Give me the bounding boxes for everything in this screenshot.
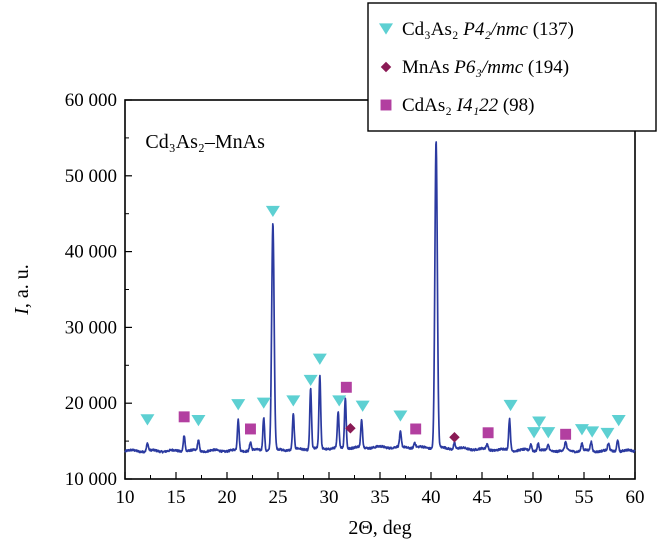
sample-label: Cd₃As₂–MnAs xyxy=(145,131,265,153)
y-tick-label: 10 000 xyxy=(65,469,117,490)
cd3as2-marker xyxy=(191,415,206,427)
x-tick-label: 10 xyxy=(116,487,135,508)
legend-cd3as2-label: Cd₃As₂ P4₂/nmc (137) xyxy=(402,19,574,40)
cd3as2-marker xyxy=(256,397,271,409)
x-tick-label: 60 xyxy=(626,487,645,508)
x-tick-label: 45 xyxy=(473,487,492,508)
cd3as2-marker xyxy=(286,395,301,407)
cd3as2-marker xyxy=(600,427,615,440)
cd3as2-marker xyxy=(541,427,556,439)
y-tick-label: 30 000 xyxy=(65,317,117,338)
x-tick-label: 40 xyxy=(422,487,441,508)
cd3as2-marker xyxy=(527,427,542,439)
cd3as2-marker xyxy=(265,205,280,218)
cd3as2-marker xyxy=(355,400,370,412)
legend-mnas-symbol xyxy=(380,61,392,73)
legend-cdas2-label: CdAs₂ I4₁22 (98) xyxy=(402,95,535,116)
cd3as2-marker xyxy=(532,416,547,428)
x-tick-label: 35 xyxy=(371,487,390,508)
axis-ticks xyxy=(124,99,636,480)
legend-cdas2-symbol xyxy=(380,99,392,111)
phase-markers xyxy=(140,205,626,443)
cdas2-marker xyxy=(178,411,190,423)
y-tick-label: 50 000 xyxy=(65,166,117,187)
y-tick-label: 20 000 xyxy=(65,393,117,414)
plot-frame xyxy=(124,99,636,480)
cdas2-marker xyxy=(560,428,572,440)
cdas2-marker xyxy=(340,381,352,393)
x-tick-label: 20 xyxy=(218,487,237,508)
cd3as2-marker xyxy=(574,424,589,436)
x-tick-label: 55 xyxy=(575,487,594,508)
mnas-marker xyxy=(345,422,356,434)
y-axis-title: I, a. u. xyxy=(11,264,33,316)
x-axis-title: 2Θ, deg xyxy=(348,517,411,539)
x-tick-label: 15 xyxy=(167,487,186,508)
legend-mnas-label: MnAs P6₃/mmc (194) xyxy=(402,57,569,78)
legend-box xyxy=(367,2,657,132)
cdas2-marker xyxy=(410,423,422,435)
y-tick-label: 60 000 xyxy=(65,90,117,111)
cd3as2-marker xyxy=(312,353,327,365)
cd3as2-marker xyxy=(231,399,246,411)
xrd-pattern-line xyxy=(124,141,636,454)
cd3as2-marker xyxy=(503,399,518,412)
cd3as2-marker xyxy=(332,395,347,407)
cd3as2-marker xyxy=(393,410,408,422)
y-tick-labels: 10 000 20 000 30 000 40 000 50 000 60 000 xyxy=(65,90,117,490)
cdas2-marker xyxy=(482,427,494,439)
cdas2-marker xyxy=(245,423,256,435)
cd3as2-marker xyxy=(585,426,600,438)
x-tick-label: 25 xyxy=(269,487,288,508)
x-tick-labels: 10 15 20 25 30 35 40 45 50 55 60 xyxy=(116,487,645,508)
x-tick-label: 30 xyxy=(320,487,339,508)
x-tick-label: 50 xyxy=(524,487,543,508)
cd3as2-marker xyxy=(303,374,318,387)
legend-cd3as2-symbol xyxy=(379,23,393,35)
cd3as2-marker xyxy=(140,414,155,426)
y-tick-label: 40 000 xyxy=(65,242,117,263)
mnas-marker xyxy=(449,432,460,443)
cd3as2-marker xyxy=(611,415,626,427)
legend: Cd₃As₂ P4₂/nmc (137) MnAs P6₃/mmc (194) Cd… xyxy=(367,2,657,132)
